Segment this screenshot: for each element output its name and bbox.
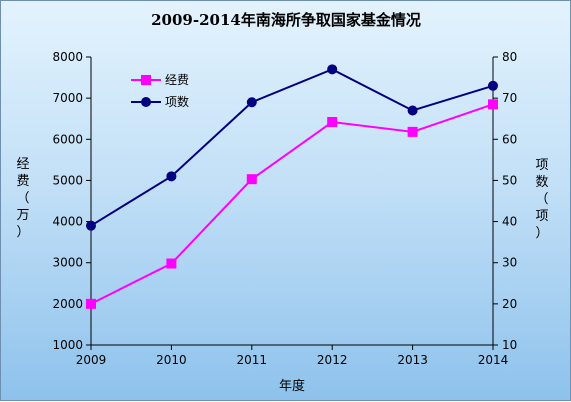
x-tick-label: 2010 — [156, 353, 187, 367]
x-tick-label: 2011 — [237, 353, 268, 367]
y-left-tick-label: 7000 — [52, 91, 83, 105]
x-tick-label: 2013 — [397, 353, 428, 367]
series-layer — [86, 64, 498, 309]
legend-marker-square — [141, 75, 151, 85]
data-point-square — [407, 126, 418, 137]
chart-title: 2009-2014年南海所争取国家基金情况 — [151, 11, 421, 29]
data-point-square — [86, 298, 96, 309]
y-right-tick-label: 80 — [502, 50, 517, 64]
y-left-tick-label: 2000 — [52, 297, 83, 311]
data-point-circle — [407, 105, 418, 116]
y-right-tick-label: 30 — [502, 256, 517, 270]
data-point-circle — [246, 97, 257, 108]
y-left-tick-label: 4000 — [52, 215, 83, 229]
data-point-circle — [327, 64, 338, 75]
legend-label-1: 项数 — [165, 94, 189, 109]
data-point-square — [166, 258, 177, 269]
y-left-tick-label: 1000 — [52, 338, 83, 352]
y-right-tick-label: 10 — [502, 338, 517, 352]
data-point-circle — [166, 171, 177, 182]
y-left-tick-label: 3000 — [52, 256, 83, 270]
y-left-axis-label: 经费（万） — [16, 157, 29, 240]
series-line-0 — [90, 103, 494, 305]
data-point-square — [327, 117, 338, 128]
series-line-1 — [90, 68, 494, 227]
legend-marker-circle — [141, 97, 151, 107]
legend-label-0: 经费 — [165, 73, 189, 87]
y-right-tick-label: 20 — [502, 297, 517, 311]
y-right-tick-label: 40 — [502, 215, 517, 229]
y-right-axis-label: 项数（项） — [535, 158, 548, 241]
y-right-tick-label: 60 — [502, 132, 517, 146]
y-left-tick-label: 5000 — [52, 173, 83, 187]
y-left-tick-label: 6000 — [52, 132, 83, 146]
data-point-square — [488, 99, 498, 110]
x-axis-label: 年度 — [279, 378, 305, 394]
data-point-circle — [86, 220, 96, 231]
data-point-square — [246, 174, 257, 185]
x-tick-label: 2014 — [478, 353, 509, 367]
x-tick-label: 2012 — [317, 353, 348, 367]
y-right-tick-label: 70 — [502, 91, 517, 105]
y-right-tick-label: 50 — [502, 173, 517, 187]
axes: 1000 2000 3000 4000 5000 6000 7000 8000 10 20 30 40… — [16, 50, 548, 394]
y-left-tick-label: 8000 — [52, 50, 83, 64]
x-tick-label: 2009 — [76, 353, 107, 367]
data-point-circle — [488, 80, 498, 91]
